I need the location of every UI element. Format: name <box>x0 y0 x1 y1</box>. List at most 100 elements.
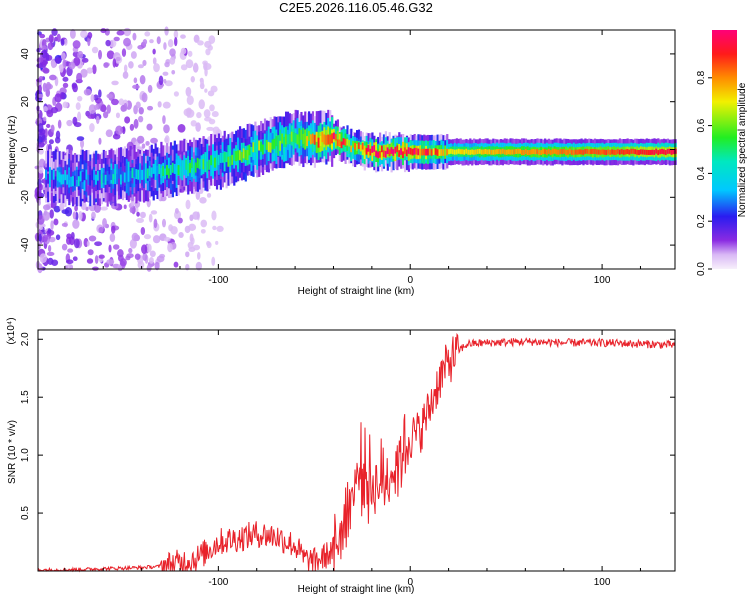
spectrogram-ridge-cell <box>388 149 391 156</box>
spectrogram-ridge-cell <box>534 149 537 155</box>
spectrogram-noise-cell <box>47 228 52 234</box>
spectrogram-noise-cell <box>115 125 123 135</box>
spectrogram-ridge-cell <box>630 148 633 154</box>
spectrogram-noise-cell <box>146 243 152 253</box>
spectrogram-noise-cell <box>163 78 167 84</box>
spectrogram-ridge-cell <box>359 144 363 152</box>
spectrogram-ridge-cell <box>402 151 405 159</box>
spectrogram-ridge-cell <box>118 168 121 179</box>
spectrogram-ridge-cell <box>75 169 79 180</box>
spectrogram-noise-cell <box>38 183 43 191</box>
spectrogram-ridge-cell <box>517 148 520 154</box>
spectrogram-noise-cell <box>61 209 70 215</box>
spectrogram-noise-cell <box>93 104 99 110</box>
spectrogram-noise-cell <box>185 59 194 69</box>
spectrogram-noise-cell <box>80 139 85 149</box>
spectrogram-noise-cell <box>163 42 167 50</box>
spectrogram-ridge-cell <box>595 149 599 155</box>
spectrogram-ridge-cell <box>444 148 447 156</box>
spectrogram-ridge-cell <box>382 150 386 158</box>
spectrogram-x-axis-label: Height of straight line (km) <box>298 286 415 297</box>
spectrogram-noise-cell <box>68 61 76 70</box>
spectrogram-noise-cell <box>193 34 200 43</box>
spectrogram-noise-cell <box>137 64 144 69</box>
spectrogram-ridge-cell <box>95 174 98 185</box>
spectrogram-noise-cell <box>206 240 211 247</box>
spectrogram-noise-cell <box>108 244 112 253</box>
spectrogram-ridge-cell <box>81 172 84 183</box>
spectrogram-ridge-cell <box>367 145 370 152</box>
spectrogram-ridge-cell <box>609 149 612 155</box>
spectrogram-noise-cell <box>185 86 192 97</box>
spectrogram-ridge-cell <box>474 149 478 155</box>
spectrogram-noise-cell <box>106 259 115 265</box>
spectrogram-ridge-cell <box>286 134 290 145</box>
spectrogram-noise-cell <box>129 238 137 249</box>
spectrogram-noise-cell <box>190 120 197 127</box>
spectrogram-noise-cell <box>129 207 134 213</box>
spectrogram-ridge-cell <box>659 149 662 155</box>
spectrogram-noise-cell <box>203 61 208 71</box>
spectrogram-noise-cell <box>43 116 47 122</box>
spectrogram-ridge-cell <box>597 149 600 155</box>
spectrogram-ridge-cell <box>225 152 228 163</box>
spectrogram-noise-cell <box>94 255 99 264</box>
spectrogram-noise-cell <box>95 115 100 125</box>
spectrogram-noise-cell <box>66 263 73 270</box>
spectrogram-noise-cell <box>173 30 179 39</box>
spectrogram-noise-cell <box>103 62 109 68</box>
spectrogram-noise-cell <box>72 40 81 49</box>
spectrogram-ridge-cell <box>112 174 115 185</box>
spectrogram-ridge-cell <box>215 155 219 166</box>
spectrogram-ridge-cell <box>394 146 397 154</box>
spectrogram-y-tick-label: 0 <box>20 146 31 152</box>
spectrogram-noise-cell <box>37 215 45 225</box>
spectrogram-ridge-cell <box>622 149 625 155</box>
spectrogram-noise-cell <box>54 57 62 64</box>
spectrogram-ridge-cell <box>50 169 54 180</box>
spectrogram-noise-cell <box>135 101 141 109</box>
spectrogram-ridge-cell <box>325 135 328 146</box>
spectrogram-noise-cell <box>169 48 176 57</box>
spectrogram-noise-cell <box>211 210 217 221</box>
spectrogram-ridge-cell <box>98 169 102 180</box>
spectrogram-ridge-cell <box>129 170 132 181</box>
spectrogram-noise-cell <box>209 104 215 112</box>
spectrogram-noise-cell <box>66 119 73 127</box>
spectrogram-ridge-cell <box>641 149 645 155</box>
spectrogram-noise-cell <box>134 253 141 260</box>
spectrogram-noise-cell <box>100 206 108 211</box>
spectrogram-ridge-cell <box>632 148 635 154</box>
spectrogram-noise-cell <box>167 242 173 253</box>
spectrogram-ridge-cell <box>607 149 610 155</box>
spectrogram-noise-cell <box>62 101 69 109</box>
spectrogram-noise-cell <box>70 231 75 240</box>
spectrogram-ridge-cell <box>361 142 364 150</box>
spectrogram-noise-cell <box>162 115 166 125</box>
spectrogram-ridge-cell <box>471 149 474 155</box>
spectrogram-ridge-cell <box>494 149 497 155</box>
spectrogram-noise-cell <box>115 56 121 62</box>
spectrogram-ridge-cell <box>125 172 128 183</box>
spectrogram-noise-cell <box>123 102 128 112</box>
spectrogram-noise-cell <box>141 244 148 254</box>
spectrogram-noise-cell <box>50 124 55 133</box>
spectrogram-ridge-cell <box>279 129 282 150</box>
spectrogram-noise-cell <box>132 84 140 90</box>
spectrogram-noise-cell <box>47 257 54 265</box>
spectrogram-ridge-cell <box>496 149 499 155</box>
spectrogram-ridge-cell <box>221 152 224 163</box>
spectrogram-noise-cell <box>206 126 215 131</box>
spectrogram-ridge-cell <box>503 149 506 155</box>
snr-x-tick-label: 100 <box>594 577 611 588</box>
spectrogram-ridge-cell <box>544 149 547 155</box>
spectrogram-noise-cell <box>38 233 42 242</box>
spectrogram-ridge-cell <box>350 145 353 153</box>
spectrogram-noise-cell <box>77 50 84 59</box>
spectrogram-ridge-cell <box>150 167 153 178</box>
spectrogram-ridge-cell <box>167 157 171 178</box>
spectrogram-noise-cell <box>128 61 134 69</box>
spectrogram-noise-cell <box>72 211 77 220</box>
spectrogram-ridge-cell <box>522 150 526 156</box>
